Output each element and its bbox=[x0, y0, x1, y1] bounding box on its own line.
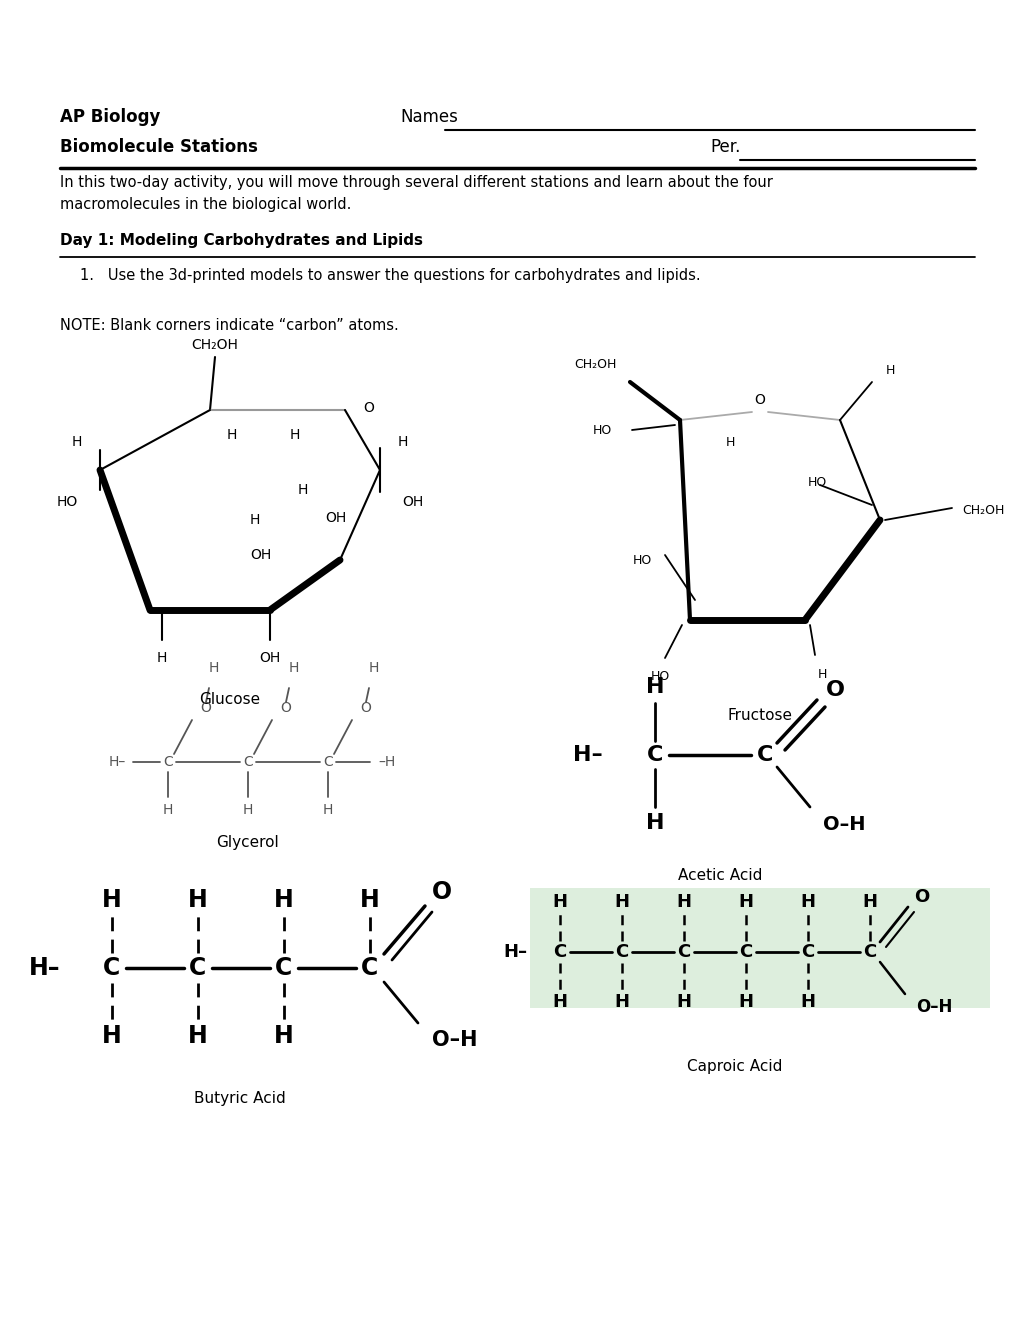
Text: H: H bbox=[738, 894, 753, 911]
Text: Glucose: Glucose bbox=[200, 693, 260, 708]
Text: H: H bbox=[322, 803, 333, 817]
Text: Glycerol: Glycerol bbox=[216, 834, 279, 850]
Text: OH: OH bbox=[325, 511, 345, 525]
Text: Day 1: Modeling Carbohydrates and Lipids: Day 1: Modeling Carbohydrates and Lipids bbox=[60, 234, 423, 248]
Text: H: H bbox=[645, 677, 663, 697]
Text: In this two-day activity, you will move through several different stations and l: In this two-day activity, you will move … bbox=[60, 176, 772, 213]
Text: C: C bbox=[646, 744, 662, 766]
Text: H–: H– bbox=[29, 956, 60, 979]
Text: H: H bbox=[226, 428, 237, 442]
Text: C: C bbox=[243, 755, 253, 770]
Text: H: H bbox=[816, 668, 825, 681]
Text: H: H bbox=[862, 894, 876, 911]
Text: O: O bbox=[360, 701, 371, 715]
Text: –H: –H bbox=[378, 755, 395, 770]
Text: H: H bbox=[71, 436, 82, 449]
Text: H: H bbox=[274, 888, 293, 912]
Text: O–H: O–H bbox=[915, 998, 952, 1016]
Text: H–: H– bbox=[503, 942, 528, 961]
Text: H: H bbox=[800, 894, 815, 911]
Text: H: H bbox=[800, 993, 815, 1011]
Text: H: H bbox=[187, 1024, 208, 1048]
Text: HO: HO bbox=[592, 424, 611, 437]
Text: Names: Names bbox=[399, 108, 458, 125]
Text: H: H bbox=[613, 993, 629, 1011]
Text: O: O bbox=[824, 680, 844, 700]
Text: C: C bbox=[103, 956, 120, 979]
Text: H: H bbox=[552, 993, 567, 1011]
Text: H: H bbox=[250, 513, 260, 527]
Text: Caproic Acid: Caproic Acid bbox=[687, 1060, 782, 1074]
Text: H–: H– bbox=[573, 744, 602, 766]
Text: O: O bbox=[431, 880, 451, 904]
Text: H: H bbox=[274, 1024, 293, 1048]
Text: H: H bbox=[288, 661, 299, 675]
Text: H: H bbox=[397, 436, 408, 449]
Text: C: C bbox=[361, 956, 378, 979]
Bar bbox=[530, 888, 989, 1008]
Text: O: O bbox=[913, 888, 928, 906]
Text: NOTE: Blank corners indicate “carbon” atoms.: NOTE: Blank corners indicate “carbon” at… bbox=[60, 318, 398, 333]
Text: Biomolecule Stations: Biomolecule Stations bbox=[60, 139, 258, 156]
Text: HO: HO bbox=[57, 495, 77, 510]
Text: O–H: O–H bbox=[432, 1030, 477, 1049]
Text: HO: HO bbox=[650, 669, 668, 682]
Text: C: C bbox=[275, 956, 292, 979]
Text: HO: HO bbox=[807, 475, 826, 488]
Text: C: C bbox=[614, 942, 628, 961]
Text: O: O bbox=[200, 701, 211, 715]
Text: HO: HO bbox=[632, 553, 651, 566]
Text: C: C bbox=[190, 956, 207, 979]
Text: H: H bbox=[645, 813, 663, 833]
Text: OH: OH bbox=[250, 548, 271, 562]
Text: H: H bbox=[157, 651, 167, 665]
Text: H: H bbox=[676, 993, 691, 1011]
Text: H: H bbox=[676, 894, 691, 911]
Text: H: H bbox=[884, 363, 894, 376]
Text: H: H bbox=[725, 436, 734, 449]
Text: C: C bbox=[862, 942, 875, 961]
Text: Acetic Acid: Acetic Acid bbox=[678, 867, 761, 883]
Text: Butyric Acid: Butyric Acid bbox=[194, 1090, 285, 1106]
Text: Per.: Per. bbox=[709, 139, 740, 156]
Text: C: C bbox=[323, 755, 332, 770]
Text: H: H bbox=[369, 661, 379, 675]
Text: C: C bbox=[739, 942, 752, 961]
Text: O–H: O–H bbox=[822, 816, 865, 834]
Text: H: H bbox=[360, 888, 379, 912]
Text: CH₂OH: CH₂OH bbox=[192, 338, 238, 352]
Text: CH₂OH: CH₂OH bbox=[574, 359, 615, 371]
Text: OH: OH bbox=[401, 495, 423, 510]
Text: 1.   Use the 3d-printed models to answer the questions for carbohydrates and lip: 1. Use the 3d-printed models to answer t… bbox=[79, 268, 700, 282]
Text: CH₂OH: CH₂OH bbox=[961, 503, 1004, 516]
Text: Fructose: Fructose bbox=[727, 708, 792, 722]
Text: AP Biology: AP Biology bbox=[60, 108, 160, 125]
Text: H: H bbox=[209, 661, 219, 675]
Text: C: C bbox=[677, 942, 690, 961]
Text: H: H bbox=[289, 428, 300, 442]
Text: C: C bbox=[756, 744, 772, 766]
Text: OH: OH bbox=[259, 651, 280, 665]
Text: C: C bbox=[801, 942, 814, 961]
Text: H: H bbox=[298, 483, 308, 498]
Text: H: H bbox=[613, 894, 629, 911]
Text: C: C bbox=[163, 755, 172, 770]
Text: H: H bbox=[738, 993, 753, 1011]
Text: C: C bbox=[553, 942, 567, 961]
Text: H: H bbox=[102, 1024, 121, 1048]
Text: O: O bbox=[280, 701, 290, 715]
Text: O: O bbox=[754, 393, 764, 407]
Text: O: O bbox=[363, 401, 374, 414]
Text: H: H bbox=[163, 803, 173, 817]
Text: H–: H– bbox=[109, 755, 126, 770]
Text: H: H bbox=[243, 803, 253, 817]
Text: H: H bbox=[102, 888, 121, 912]
Text: H: H bbox=[552, 894, 567, 911]
Text: H: H bbox=[187, 888, 208, 912]
